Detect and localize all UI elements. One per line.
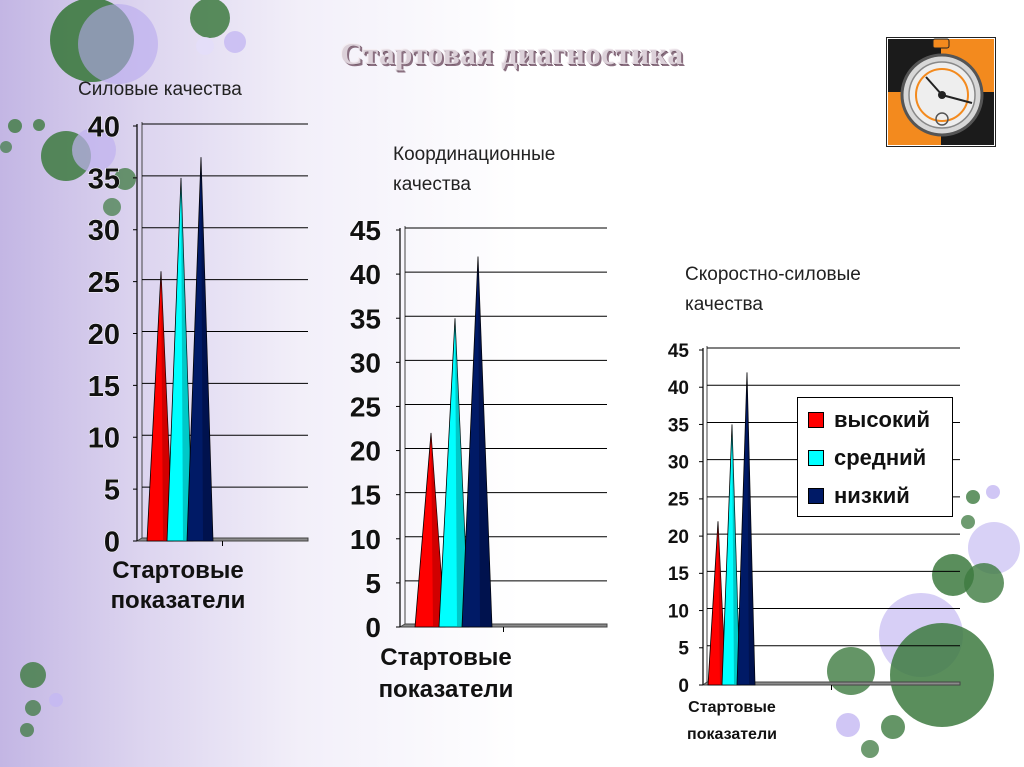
- decor-circle: [20, 662, 46, 688]
- decor-circle: [964, 563, 1004, 603]
- decor-circle: [72, 128, 116, 172]
- y-tick-label: 30: [668, 453, 689, 474]
- decor-circle: [103, 198, 121, 216]
- y-tick-label: 45: [350, 215, 381, 246]
- decor-circle: [196, 37, 214, 55]
- y-tick-label: 15: [88, 371, 120, 403]
- legend-swatch-low: [808, 488, 824, 504]
- stopwatch-icon: [886, 37, 996, 147]
- decor-circle: [968, 522, 1020, 574]
- bar-shade-высокий: [718, 521, 726, 685]
- legend-swatch-mid: [808, 450, 824, 466]
- y-tick-label: 5: [678, 639, 689, 660]
- decor-circle: [78, 4, 158, 84]
- y-tick-label: 15: [350, 480, 381, 511]
- decor-circle: [190, 0, 230, 38]
- y-tick-label: 25: [88, 267, 120, 299]
- bar-shade-средний: [732, 424, 740, 685]
- chart3-category-label: Стартовые показатели: [687, 699, 777, 743]
- y-tick-label: 35: [88, 163, 120, 195]
- legend-item-high: высокий: [808, 406, 930, 434]
- decor-circle: [49, 693, 63, 707]
- slide-title: Стартовая диагностика: [340, 36, 684, 71]
- chart-floor: [701, 681, 961, 686]
- y-tick-label: 25: [668, 490, 690, 511]
- y-tick-label: 30: [88, 215, 120, 247]
- decor-circle: [890, 623, 994, 727]
- y-tick-label: 0: [365, 612, 381, 643]
- legend-item-mid: средний: [808, 444, 926, 472]
- y-tick-label: 30: [350, 347, 381, 378]
- decor-circle: [861, 740, 879, 758]
- y-tick-label: 20: [88, 319, 120, 351]
- y-tick-label: 25: [350, 392, 381, 423]
- decor-circle: [8, 119, 22, 133]
- y-tick-label: 10: [668, 601, 689, 622]
- y-tick-label: 5: [365, 568, 381, 599]
- y-tick-label: 0: [104, 526, 120, 558]
- decor-circle: [961, 515, 975, 529]
- y-tick-label: 40: [668, 378, 689, 399]
- legend-item-low: низкий: [808, 482, 910, 510]
- decor-circle: [986, 485, 1000, 499]
- y-tick-label: 45: [668, 341, 690, 362]
- bar-shade-низкий: [201, 157, 213, 541]
- y-tick-label: 20: [668, 527, 689, 548]
- bar-shade-низкий: [747, 372, 755, 685]
- legend-label-low: низкий: [834, 483, 910, 508]
- chart3-title: Скоростно-силовые качества: [685, 264, 861, 315]
- y-tick-label: 15: [668, 564, 690, 585]
- y-tick-label: 5: [104, 475, 120, 507]
- chart2-category-label: Стартовые показатели: [378, 644, 514, 703]
- y-tick-label: 35: [350, 303, 381, 334]
- decor-circle: [932, 554, 974, 596]
- decor-circle: [881, 715, 905, 739]
- y-tick-label: 40: [350, 259, 381, 290]
- bar-shade-низкий: [478, 256, 492, 627]
- y-tick-label: 10: [350, 524, 381, 555]
- legend-label-high: высокий: [834, 407, 931, 432]
- legend-swatch-high: [808, 412, 824, 428]
- chart1-title: Силовые качества: [78, 79, 242, 100]
- decor-circle: [224, 31, 246, 53]
- y-tick-label: 40: [88, 111, 120, 143]
- y-tick-label: 20: [350, 436, 381, 467]
- y-tick-label: 10: [88, 423, 120, 455]
- decor-circle: [33, 119, 45, 131]
- decor-circle: [0, 141, 12, 153]
- chart1-category-label: Стартовые показатели: [110, 557, 246, 614]
- chart2-title: Координационные качества: [393, 144, 556, 195]
- y-tick-label: 0: [678, 676, 689, 697]
- y-tick-label: 35: [668, 415, 690, 436]
- decor-circle: [114, 168, 136, 190]
- decor-circle: [966, 490, 980, 504]
- decor-circle: [836, 713, 860, 737]
- decor-circle: [25, 700, 41, 716]
- decor-circle: [20, 723, 34, 737]
- chart3-legend: высокий средний низкий: [797, 397, 953, 517]
- legend-label-mid: средний: [834, 445, 927, 470]
